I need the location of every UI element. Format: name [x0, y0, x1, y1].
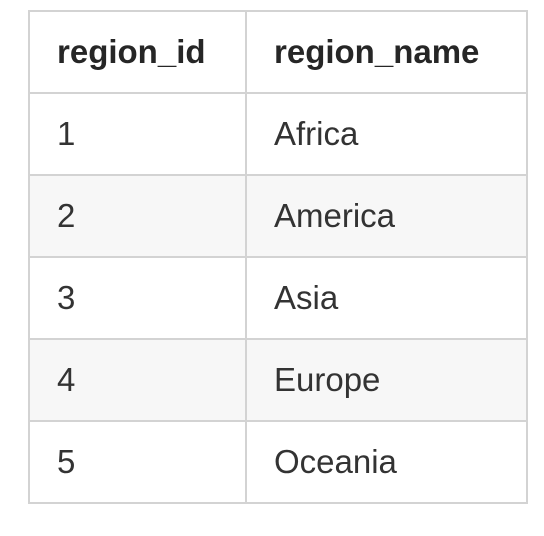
table-row: 5 Oceania [28, 420, 528, 504]
table-body: 1 Africa 2 America 3 Asia 4 Europe 5 Oce… [28, 92, 528, 504]
cell-region-name: Asia [245, 256, 528, 340]
column-header-region-name: region_name [245, 10, 528, 94]
table-header: region_id region_name [28, 10, 528, 94]
table-row: 2 America [28, 174, 528, 258]
header-row: region_id region_name [28, 10, 528, 94]
table-row: 1 Africa [28, 92, 528, 176]
column-header-region-id: region_id [28, 10, 247, 94]
cell-region-name: Europe [245, 338, 528, 422]
cell-region-id: 2 [28, 174, 247, 258]
cell-region-name: America [245, 174, 528, 258]
cell-region-name: Oceania [245, 420, 528, 504]
regions-table-container: region_id region_name 1 Africa 2 America… [28, 10, 528, 504]
cell-region-id: 1 [28, 92, 247, 176]
cell-region-id: 3 [28, 256, 247, 340]
table-row: 4 Europe [28, 338, 528, 422]
cell-region-id: 5 [28, 420, 247, 504]
cell-region-id: 4 [28, 338, 247, 422]
regions-table: region_id region_name 1 Africa 2 America… [28, 10, 528, 504]
table-row: 3 Asia [28, 256, 528, 340]
cell-region-name: Africa [245, 92, 528, 176]
